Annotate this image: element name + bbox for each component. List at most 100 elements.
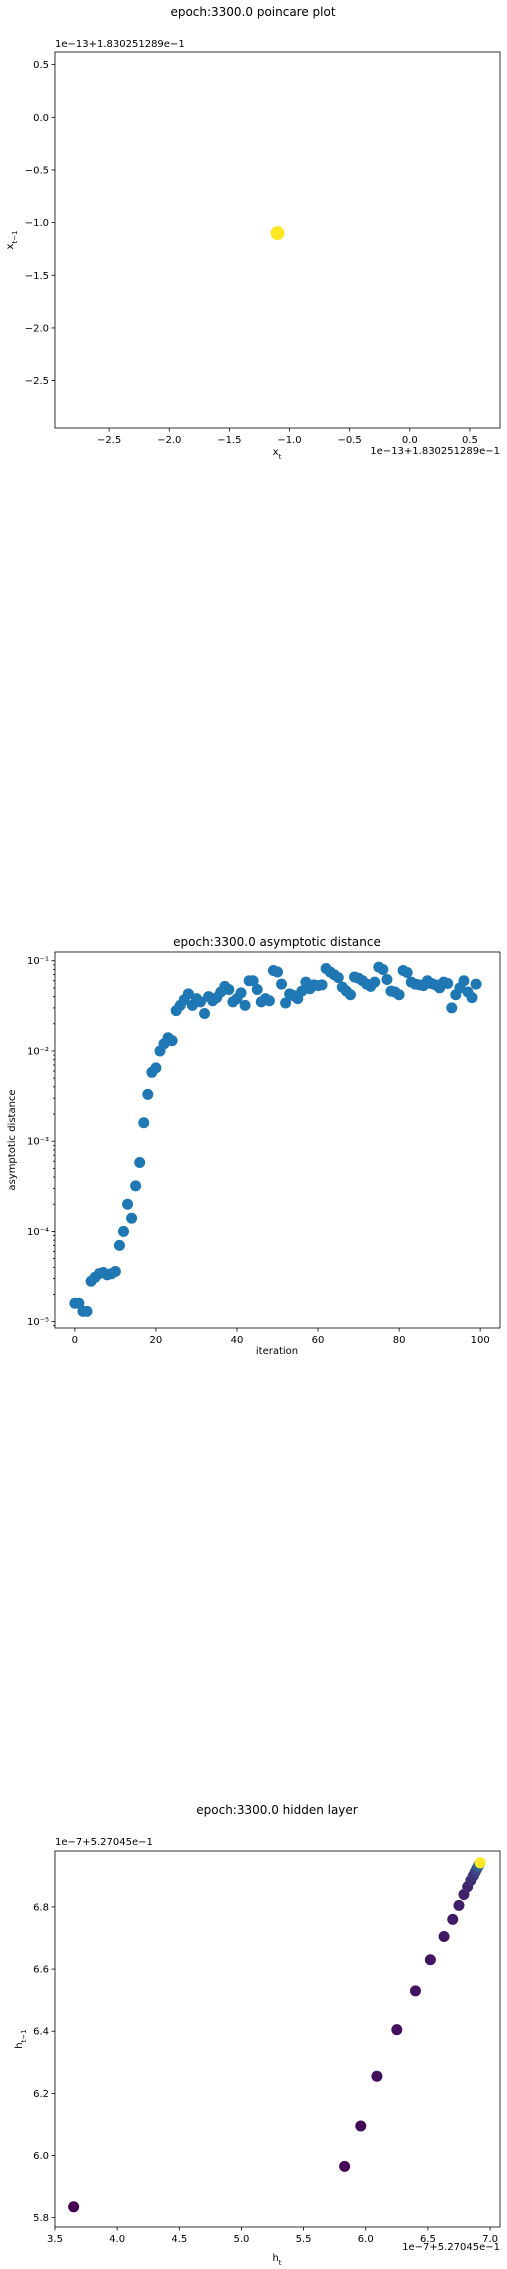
data-point	[470, 978, 482, 990]
data-point	[122, 1198, 134, 1210]
data-point	[251, 984, 263, 996]
data-point	[442, 977, 454, 989]
y-tick-label: 6.8	[33, 1902, 49, 1913]
data-point	[166, 1035, 178, 1047]
poincare-axes-frame	[54, 51, 501, 429]
data-point	[247, 975, 259, 987]
data-point	[270, 226, 285, 241]
data-point	[130, 1180, 142, 1192]
x-tick-label: 7.0	[482, 2234, 498, 2245]
asymptotic-distance-title: epoch:3300.0 asymptotic distance	[173, 935, 381, 949]
hidden-layer-figure: epoch:3300.0 hidden layer 1e−7+5.27045e−…	[14, 1803, 501, 2267]
y-tick-label: 6.0	[33, 2151, 49, 2162]
x-tick-label: −2.5	[97, 435, 121, 446]
data-point	[109, 1265, 121, 1277]
x-tick-label: 40	[231, 1335, 244, 1346]
y-tick-label: −1.5	[25, 271, 49, 282]
asymptotic-distance-axes-frame	[54, 951, 501, 1329]
x-tick-label: −1.5	[217, 435, 241, 446]
x-tick-label: 100	[471, 1335, 490, 1346]
hidden-layer-y-axis-label: ht−1	[14, 2029, 28, 2048]
asymptotic-distance-y-axis-label: asymptotic distance	[7, 1089, 18, 1190]
data-point	[138, 1117, 150, 1129]
hidden-layer-title: epoch:3300.0 hidden layer	[196, 1803, 358, 1817]
data-point	[401, 967, 413, 979]
x-tick-label: 5.5	[296, 2234, 312, 2245]
x-tick-label: 80	[393, 1335, 406, 1346]
x-tick-label: 0.0	[402, 435, 418, 446]
data-point	[466, 992, 478, 1004]
data-point	[134, 1157, 146, 1169]
poincare-plot-title: epoch:3300.0 poincare plot	[170, 5, 335, 19]
poincare-plot-figure: epoch:3300.0 poincare plot 1e−13+1.83025…	[5, 5, 501, 461]
x-tick-label: 6.0	[358, 2234, 374, 2245]
data-point	[371, 2070, 383, 2082]
y-tick-label: 10⁻²	[27, 1046, 49, 1057]
data-point	[458, 975, 470, 987]
data-point	[81, 1305, 93, 1317]
hidden-layer-axes-frame	[54, 1850, 501, 2228]
data-point	[199, 1008, 211, 1020]
data-point	[391, 2024, 403, 2036]
data-point	[235, 987, 247, 999]
poincare-x-axis-label: xt	[273, 447, 282, 461]
data-point	[68, 2201, 80, 2213]
y-tick-label: −2.5	[25, 376, 49, 387]
y-tick-label: −0.5	[25, 165, 49, 176]
asymptotic-distance-x-axis-label: iteration	[256, 1346, 298, 1357]
data-point	[424, 1954, 436, 1966]
data-point	[280, 997, 292, 1009]
data-point	[276, 978, 288, 990]
x-tick-label: 20	[150, 1335, 163, 1346]
hidden-layer-plot-area: 3.5 4.0 4.5 5.0 5.5 6.0 6.5 7.0 5.8 6.0 6.2 6.4 6.6 6…	[33, 1857, 498, 2245]
data-point	[194, 996, 206, 1008]
data-point	[381, 973, 393, 985]
hidden-layer-x-offset-label: 1e−7+5.27045e−1	[402, 2242, 500, 2253]
hidden-layer-x-axis-label: ht	[272, 2253, 281, 2267]
data-point	[113, 1239, 125, 1251]
data-point	[223, 984, 235, 996]
data-point	[369, 976, 381, 988]
data-point	[377, 963, 389, 975]
data-point	[142, 1088, 154, 1100]
y-tick-label: −2.0	[25, 323, 49, 334]
asymptotic-distance-figure: epoch:3300.0 asymptotic distance 0 20 40 60…	[7, 935, 501, 1357]
x-tick-label: 4.5	[171, 2234, 187, 2245]
x-tick-label: 5.0	[233, 2234, 249, 2245]
hidden-layer-y-offset-label: 1e−7+5.27045e−1	[55, 1837, 153, 1848]
data-point	[344, 989, 356, 1001]
x-tick-label: 60	[312, 1335, 325, 1346]
data-point	[474, 1857, 486, 1869]
data-point	[239, 999, 251, 1011]
x-tick-label: −1.0	[277, 435, 301, 446]
y-tick-label: 6.2	[33, 2089, 49, 2100]
data-point	[73, 1297, 85, 1309]
asymptotic-distance-plot-area: 0 20 40 60 80 100 10⁻⁵ 10⁻⁴ 10⁻³ 10⁻² 10⁻¹	[27, 956, 490, 1346]
x-tick-label: −2.0	[157, 435, 181, 446]
y-tick-label: 6.6	[33, 1965, 49, 1976]
data-point	[453, 1899, 465, 1911]
data-point	[355, 2120, 367, 2132]
poincare-plot-area: −2.5 −2.0 −1.5 −1.0 −0.5 0.0 0.5 0.5 0.0 −0.5 −1.0…	[25, 60, 478, 446]
data-point	[332, 972, 344, 984]
data-point	[263, 995, 275, 1007]
data-point	[272, 966, 283, 978]
poincare-x-offset-label: 1e−13+1.830251289e−1	[370, 446, 500, 457]
y-tick-label: 0.0	[33, 113, 49, 124]
x-tick-label: 3.5	[47, 2234, 63, 2245]
data-point	[126, 1212, 138, 1224]
data-point	[446, 1002, 458, 1014]
data-point	[182, 988, 194, 1000]
data-point	[447, 1913, 459, 1925]
x-tick-label: 0.5	[462, 435, 478, 446]
data-point	[393, 989, 405, 1001]
data-point	[409, 1985, 421, 1997]
x-tick-label: 4.0	[109, 2234, 125, 2245]
x-tick-label: −0.5	[338, 435, 362, 446]
data-point	[339, 2160, 351, 2172]
data-point	[117, 1225, 129, 1237]
poincare-y-offset-label: 1e−13+1.830251289e−1	[55, 39, 185, 50]
y-tick-label: 10⁻⁴	[27, 1227, 49, 1238]
y-tick-label: 6.4	[33, 2027, 49, 2038]
y-tick-label: 5.8	[33, 2213, 49, 2224]
